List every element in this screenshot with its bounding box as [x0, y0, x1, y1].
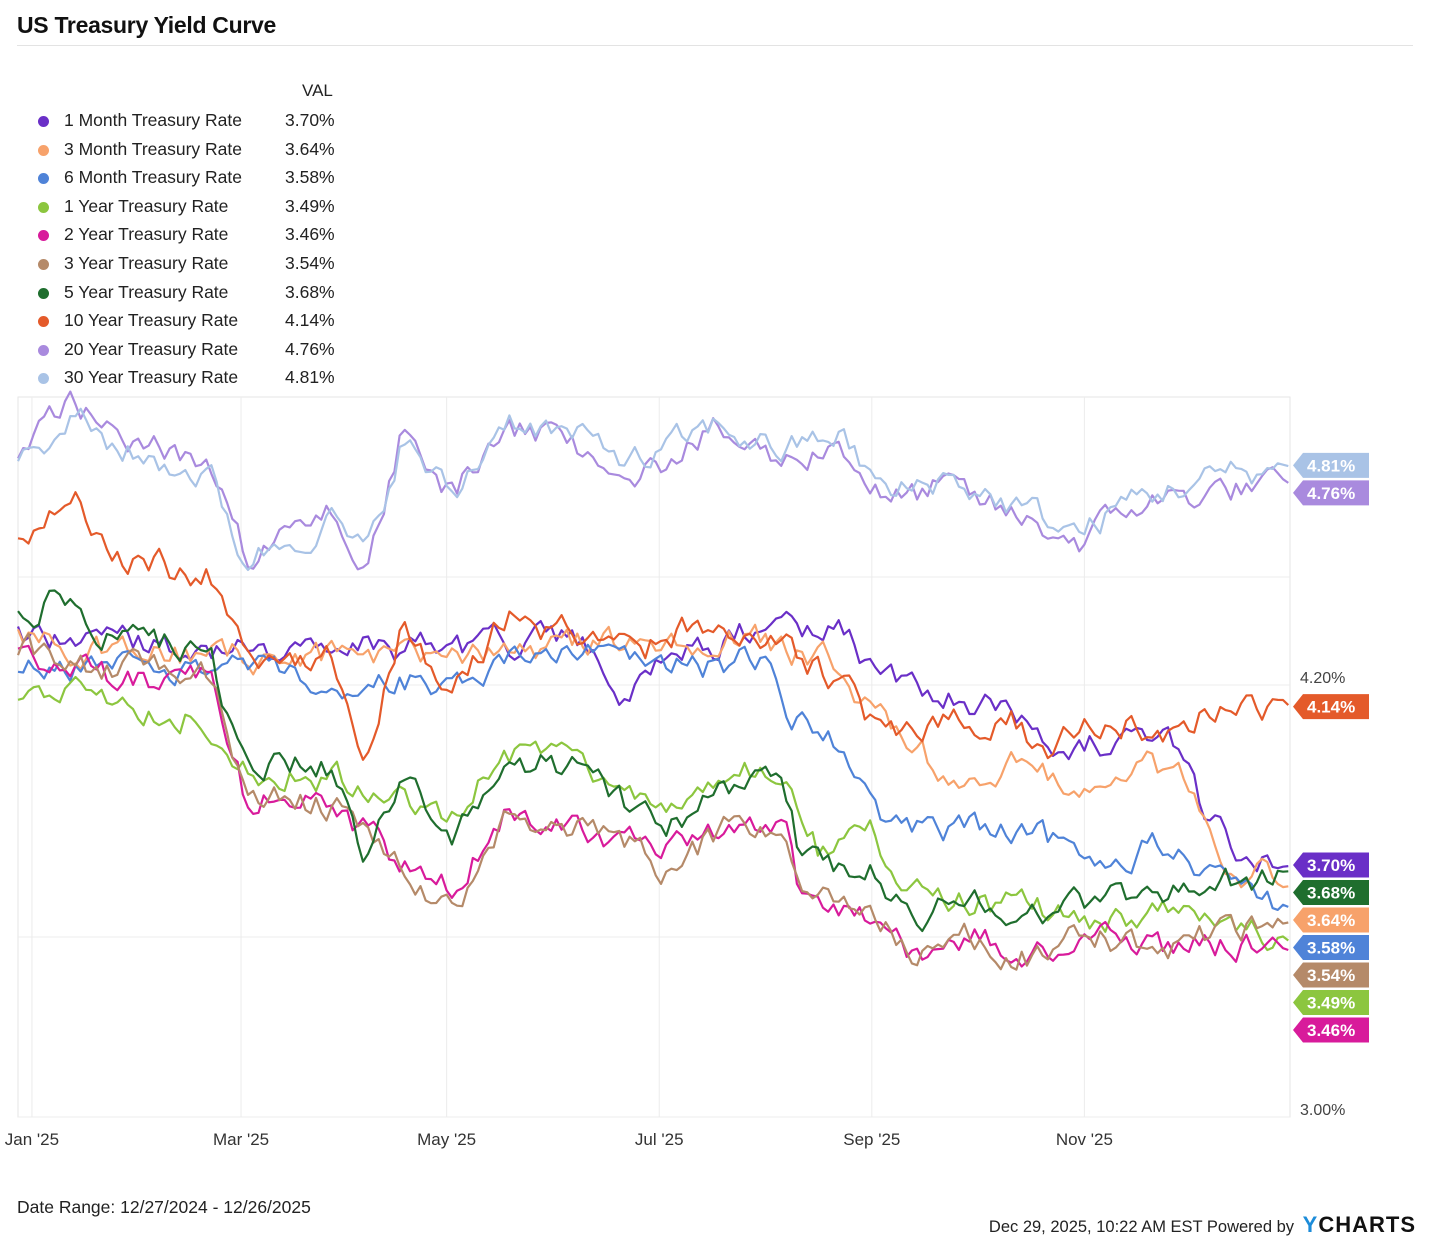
end-value-tag [1293, 990, 1369, 1015]
legend-series-name: 5 Year Treasury Rate [64, 281, 229, 302]
series-line [16, 610, 1289, 873]
legend-series-name: 10 Year Treasury Rate [64, 310, 239, 331]
end-value-label: 3.64% [1307, 911, 1355, 930]
title-divider [17, 45, 1413, 46]
end-value-label: 4.14% [1307, 698, 1355, 717]
timestamp: Dec 29, 2025, 10:22 AM EST Powered by [988, 1218, 1295, 1236]
series-line [16, 623, 1289, 889]
legend-swatch [38, 173, 49, 185]
end-value-tag [1293, 1017, 1369, 1043]
legend-series-name: 1 Year Treasury Rate [64, 195, 229, 216]
x-tick-label: Mar '25 [213, 1130, 269, 1149]
legend-swatch [38, 344, 49, 356]
legend-series-name: 2 Year Treasury Rate [64, 224, 229, 245]
legend-series-value: 4.76% [285, 338, 335, 359]
legend-swatch [38, 144, 49, 156]
legend-series-value: 4.14% [285, 310, 335, 331]
x-tick-label: Sep '25 [843, 1130, 900, 1149]
legend-item[interactable]: 6 Month Treasury Rate 3.58% [30, 164, 350, 192]
legend-series-value: 4.81% [285, 367, 335, 388]
end-value-label: 3.49% [1307, 994, 1355, 1013]
legend-series-name: 3 Month Treasury Rate [64, 138, 242, 159]
ycharts-logo[interactable]: YCHARTS [1303, 1212, 1416, 1237]
legend-item[interactable]: 1 Month Treasury Rate 3.70% [30, 107, 350, 135]
end-value-tag [1293, 852, 1369, 878]
legend-series-name: 20 Year Treasury Rate [64, 338, 239, 359]
legend-swatch [38, 316, 49, 328]
legend-swatch [38, 116, 49, 127]
end-value-label: 3.68% [1307, 884, 1355, 903]
end-value-label: 4.81% [1307, 456, 1355, 475]
legend-series-value: 3.64% [285, 138, 335, 159]
series-line [17, 491, 1290, 761]
ycharts-logo-text: CHARTS [1318, 1212, 1416, 1237]
legend-series-value: 3.58% [285, 167, 335, 188]
legend-item[interactable]: 1 Year Treasury Rate 3.49% [30, 193, 350, 221]
end-value-label: 3.46% [1307, 1021, 1355, 1040]
series-line [16, 632, 1289, 971]
legend-series-name: 1 Month Treasury Rate [64, 110, 242, 130]
legend-item[interactable]: 30 Year Treasury Rate 4.81% [30, 364, 350, 392]
legend-series-value: 3.70% [285, 110, 335, 130]
plot-area [17, 396, 1291, 1118]
footer-credit: Dec 29, 2025, 10:22 AM EST Powered by YC… [989, 1212, 1416, 1238]
legend-series-value: 3.54% [285, 253, 335, 273]
legend-swatch [38, 373, 49, 385]
end-value-label: 4.76% [1307, 484, 1355, 503]
series-line [17, 643, 1289, 912]
legend-swatch [38, 201, 49, 213]
legend-series-name: 30 Year Treasury Rate [64, 367, 239, 388]
end-value-tag [1293, 907, 1369, 933]
series-line [17, 589, 1289, 933]
end-value-tag [1293, 480, 1369, 506]
legend-series-value: 3.68% [285, 281, 335, 302]
end-value-tag [1293, 880, 1369, 905]
legend-swatch [38, 230, 49, 242]
legend-series-name: 6 Month Treasury Rate [64, 167, 242, 188]
series-line [17, 390, 1289, 571]
date-range: Date Range: 12/27/2024 - 12/26/2025 [17, 1197, 311, 1217]
legend-item[interactable]: 10 Year Treasury Rate 4.14% [30, 307, 350, 335]
legend-item[interactable]: 5 Year Treasury Rate 3.68% [30, 279, 350, 307]
end-value-label: 3.70% [1307, 856, 1355, 875]
end-value-tag [1293, 694, 1369, 720]
ycharts-logo-y: Y [1302, 1212, 1319, 1237]
legend-item[interactable]: 3 Year Treasury Rate 3.54% [30, 250, 350, 278]
end-value-tag [1293, 452, 1369, 478]
x-tick-label: Jan '25 [5, 1130, 59, 1149]
series-line [17, 675, 1289, 952]
x-tick-label: Nov '25 [1056, 1130, 1113, 1149]
legend-series-value: 3.49% [285, 195, 335, 216]
series-line [17, 644, 1289, 968]
legend-item[interactable]: 20 Year Treasury Rate 4.76% [30, 336, 350, 364]
legend-item[interactable]: 3 Month Treasury Rate 3.64% [30, 136, 350, 164]
y-tick-label: 4.20% [1300, 670, 1345, 687]
end-value-label: 3.58% [1307, 939, 1355, 958]
legend-swatch [38, 259, 49, 270]
end-value-label: 3.54% [1307, 966, 1355, 985]
chart-title: US Treasury Yield Curve [17, 12, 277, 38]
end-value-tag [1293, 935, 1369, 960]
x-tick-label: Jul '25 [635, 1130, 684, 1149]
legend-series-name: 3 Year Treasury Rate [64, 253, 229, 273]
legend-header: VAL [302, 81, 333, 100]
legend-series-value: 3.46% [285, 224, 335, 245]
end-value-tag [1293, 962, 1369, 988]
x-tick-label: May '25 [417, 1130, 476, 1149]
y-tick-label: 3.00% [1300, 1102, 1345, 1119]
legend-item[interactable]: 2 Year Treasury Rate 3.46% [30, 221, 350, 249]
series-line [16, 407, 1289, 572]
legend-swatch [38, 287, 49, 299]
